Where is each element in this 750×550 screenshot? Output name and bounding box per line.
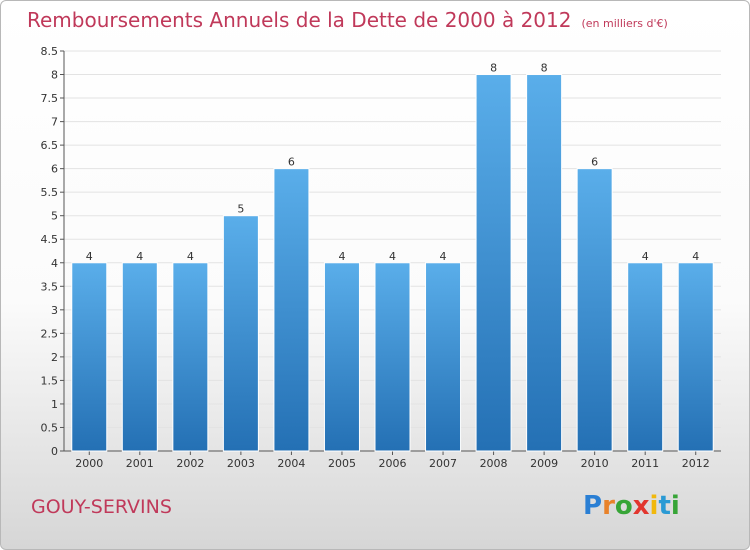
chart-subtitle: (en milliers d'€) (581, 17, 668, 30)
x-tick-label-2000: 2000 (75, 457, 103, 470)
y-tick-label: 2.5 (41, 327, 59, 340)
bar-2011 (627, 262, 664, 452)
x-tick-label-2011: 2011 (631, 457, 659, 470)
bar-2000 (71, 262, 108, 452)
y-tick-label: 8.5 (41, 45, 59, 58)
x-tick-label-2004: 2004 (277, 457, 305, 470)
data-label-2003: 5 (237, 203, 244, 216)
bar-2009 (526, 74, 563, 452)
y-tick-label: 3.5 (41, 280, 59, 293)
data-label-2007: 4 (440, 250, 447, 263)
y-tick-label: 3 (51, 304, 58, 317)
proxiti-logo: Proxiti (583, 491, 680, 521)
bar-2007 (425, 262, 462, 452)
x-tick-label-2008: 2008 (480, 457, 508, 470)
y-tick-label: 8 (51, 69, 58, 82)
bar-2002 (172, 262, 209, 452)
y-tick-label: 4 (51, 257, 58, 270)
data-label-2012: 4 (692, 250, 699, 263)
x-tick-label-2009: 2009 (530, 457, 558, 470)
y-tick-labels: 0 0.5 1 1.5 2 2.5 3 3.5 4 4.5 5 5.5 6 6.5 7 7.5 8 8.5 (41, 45, 59, 458)
data-label-2006: 4 (389, 250, 396, 263)
x-tick-labels: 2000 2001 2002 2003 2004 2005 2006 2007 2008 2009… (75, 457, 709, 470)
x-tick-label-2002: 2002 (176, 457, 204, 470)
logo-letter: i (649, 491, 659, 521)
logo-letter: o (614, 491, 633, 521)
commune-name: GOUY-SERVINS (31, 496, 172, 518)
data-label-2002: 4 (187, 250, 194, 263)
bars (71, 74, 714, 452)
y-tick-label: 0 (51, 445, 58, 458)
y-tick-label: 6 (51, 163, 58, 176)
bar-2010 (576, 168, 613, 452)
y-tick-label: 1.5 (41, 374, 59, 387)
data-label-2009: 8 (541, 62, 548, 75)
data-label-2001: 4 (136, 250, 143, 263)
bar-2001 (121, 262, 158, 452)
data-label-2005: 4 (338, 250, 345, 263)
y-tick-label: 5.5 (41, 186, 59, 199)
logo-letter: r (602, 491, 615, 521)
bar-2004 (273, 168, 310, 452)
chart-title: Remboursements Annuels de la Dette de 20… (27, 8, 668, 32)
y-tick-label: 0.5 (41, 421, 59, 434)
logo-letter: P (583, 491, 603, 521)
bar-2005 (323, 262, 360, 452)
logo-letter: x (632, 491, 650, 521)
bar-2003 (222, 215, 259, 452)
y-tick-label: 7.5 (41, 92, 59, 105)
x-tick-label-2003: 2003 (227, 457, 255, 470)
logo-letter: i (670, 491, 680, 521)
y-tick-label: 2 (51, 351, 58, 364)
x-tick-label-2001: 2001 (126, 457, 154, 470)
data-label-2004: 6 (288, 156, 295, 169)
x-tick-label-2006: 2006 (379, 457, 407, 470)
data-label-2008: 8 (490, 62, 497, 75)
y-tick-label: 6.5 (41, 139, 59, 152)
data-labels: 4 4 4 5 6 4 4 4 8 8 6 4 4 (86, 62, 699, 263)
bar-2012 (677, 262, 714, 452)
y-tick-label: 7 (51, 116, 58, 129)
data-label-2011: 4 (642, 250, 649, 263)
bar-2008 (475, 74, 512, 452)
y-tick-label: 4.5 (41, 233, 59, 246)
logo-letter: t (658, 491, 671, 521)
y-tick-label: 5 (51, 210, 58, 223)
y-tick-label: 1 (51, 398, 58, 411)
x-tick-label-2012: 2012 (682, 457, 710, 470)
chart-title-text: Remboursements Annuels de la Dette de 20… (27, 8, 572, 32)
x-tick-label-2005: 2005 (328, 457, 356, 470)
data-label-2010: 6 (591, 156, 598, 169)
x-tick-label-2010: 2010 (581, 457, 609, 470)
bar-2006 (374, 262, 411, 452)
data-label-2000: 4 (86, 250, 93, 263)
x-tick-label-2007: 2007 (429, 457, 457, 470)
